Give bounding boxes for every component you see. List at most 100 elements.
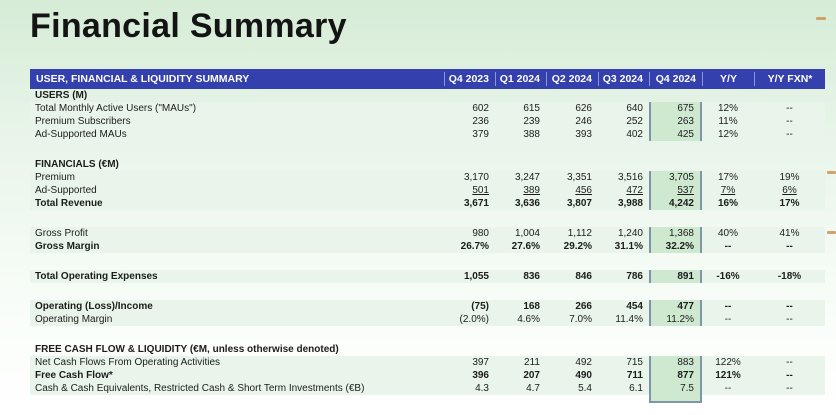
value-cell: -- xyxy=(724,383,732,394)
value-cell: 5.4 xyxy=(578,383,592,394)
row-label: Total Operating Expenses xyxy=(35,271,158,282)
value-cell: 711 xyxy=(626,370,643,381)
value-cell: 397 xyxy=(472,357,489,368)
table-row: Free Cash Flow* 396 207 490 711 877 121% -- xyxy=(30,369,825,382)
value-cell: 3,247 xyxy=(514,172,540,183)
value-cell: 122% xyxy=(715,357,741,368)
highlight-cell: 7.5 xyxy=(649,382,702,395)
value-cell: -- xyxy=(786,370,793,381)
value-cell: 252 xyxy=(626,116,643,127)
row-label: Premium Subscribers xyxy=(35,116,131,127)
page-title: Financial Summary xyxy=(30,7,347,45)
value-cell: 3,807 xyxy=(566,198,592,209)
table-row: Total Operating Expenses 1,055 836 846 786 89… xyxy=(30,270,825,283)
section-label: USERS (M) xyxy=(35,90,88,101)
value-cell: 16% xyxy=(717,198,738,209)
value-cell: -- xyxy=(724,241,732,252)
table-row: Cash & Cash Equivalents, Restricted Cash… xyxy=(30,382,825,395)
table-row xyxy=(30,283,825,300)
value-cell: 7% xyxy=(720,185,736,196)
table-row: FREE CASH FLOW & LIQUIDITY (€M, unless o… xyxy=(30,343,825,356)
value-cell: 4.7 xyxy=(526,383,540,394)
edge-mark xyxy=(827,231,836,234)
highlight-cell: 32.2% xyxy=(649,240,702,253)
value-cell: 121% xyxy=(715,370,741,381)
value-cell: 4.6% xyxy=(517,314,540,325)
row-label: Operating (Loss)/Income xyxy=(35,301,153,312)
row-label: Ad-Supported xyxy=(35,185,97,196)
table-row: Gross Profit 980 1,004 1,112 1,240 1,368 40% 41… xyxy=(30,227,825,240)
table-row: FINANCIALS (€M) xyxy=(30,158,825,171)
value-cell: 168 xyxy=(523,301,540,312)
row-label: Premium xyxy=(35,172,76,183)
value-cell: 786 xyxy=(626,271,643,282)
value-cell: 640 xyxy=(626,103,643,114)
value-cell: 27.6% xyxy=(511,241,540,252)
value-cell: 207 xyxy=(523,370,540,381)
value-cell: -- xyxy=(786,103,793,114)
value-cell: 393 xyxy=(575,129,592,140)
value-cell: -- xyxy=(724,301,732,312)
value-cell: 615 xyxy=(523,103,540,114)
value-cell: 6% xyxy=(782,185,797,196)
highlight-cell xyxy=(649,395,702,403)
value-cell: 626 xyxy=(575,103,592,114)
value-cell: 1,004 xyxy=(514,228,540,239)
table-row: Premium 3,170 3,247 3,351 3,516 3,705 17% 19% xyxy=(30,171,825,184)
column-header: Q1 2024 xyxy=(495,72,546,86)
value-cell: 602 xyxy=(472,103,489,114)
value-cell: 3,516 xyxy=(617,172,643,183)
value-cell: 7.0% xyxy=(569,314,592,325)
table-rows: USERS (M) Total Monthly Active Users ("MA… xyxy=(30,89,825,403)
highlight-cell: 477 xyxy=(649,300,702,313)
value-cell: 31.1% xyxy=(614,241,643,252)
highlight-cell: 537 xyxy=(649,184,702,197)
section-label: FREE CASH FLOW & LIQUIDITY (€M, unless o… xyxy=(35,344,339,355)
highlight-cell: 877 xyxy=(649,369,702,382)
value-cell: -16% xyxy=(716,271,740,282)
value-cell: 379 xyxy=(472,129,489,140)
row-label: Free Cash Flow* xyxy=(35,370,113,381)
edge-mark xyxy=(816,17,826,20)
column-header: Q3 2024 xyxy=(598,72,649,86)
value-cell: -- xyxy=(786,241,793,252)
value-cell: 490 xyxy=(575,370,592,381)
value-cell: 492 xyxy=(575,357,592,368)
column-header: Q2 2024 xyxy=(546,72,598,86)
table-row: Premium Subscribers 236 239 246 252 263 11% -- xyxy=(30,115,825,128)
value-cell: 19% xyxy=(779,172,800,183)
table-row: Operating Margin (2.0%) 4.6% 7.0% 11.4% 11.2%… xyxy=(30,313,825,326)
value-cell: 29.2% xyxy=(563,241,592,252)
value-cell: 1,055 xyxy=(463,271,489,282)
value-cell: 402 xyxy=(626,129,643,140)
column-header: Y/Y FXN* xyxy=(754,72,825,86)
row-label: Cash & Cash Equivalents, Restricted Cash… xyxy=(35,383,365,394)
value-cell: (2.0%) xyxy=(459,314,489,325)
section-label: FINANCIALS (€M) xyxy=(35,159,119,170)
value-cell: 12% xyxy=(717,103,738,114)
column-header: Q4 2023 xyxy=(444,72,495,86)
table-row: Net Cash Flows From Operating Activities… xyxy=(30,356,825,369)
value-cell: 456 xyxy=(575,185,592,196)
table-header-title: USER, FINANCIAL & LIQUIDITY SUMMARY xyxy=(36,73,250,85)
value-cell: 3,170 xyxy=(463,172,489,183)
table-row xyxy=(30,210,825,227)
value-cell: 1,112 xyxy=(567,228,592,239)
value-cell: -- xyxy=(786,314,793,325)
value-cell: 1,240 xyxy=(617,228,643,239)
value-cell: 846 xyxy=(575,271,592,282)
highlight-cell: 675 xyxy=(649,102,702,115)
value-cell: 239 xyxy=(523,116,540,127)
value-cell: 836 xyxy=(523,271,540,282)
table-row: Total Revenue 3,671 3,636 3,807 3,988 4,242 16… xyxy=(30,197,825,210)
table-row: Ad-Supported MAUs 379 388 393 402 425 12% -- xyxy=(30,128,825,141)
value-cell: -- xyxy=(786,129,793,140)
value-cell: (75) xyxy=(471,301,489,312)
edge-mark xyxy=(827,171,836,174)
value-cell: 3,988 xyxy=(617,198,643,209)
table-row: Ad-Supported 501 389 456 472 537 7% 6% xyxy=(30,184,825,197)
row-label: Total Revenue xyxy=(35,198,103,209)
value-cell: -- xyxy=(786,301,793,312)
row-label: Operating Margin xyxy=(35,314,113,325)
